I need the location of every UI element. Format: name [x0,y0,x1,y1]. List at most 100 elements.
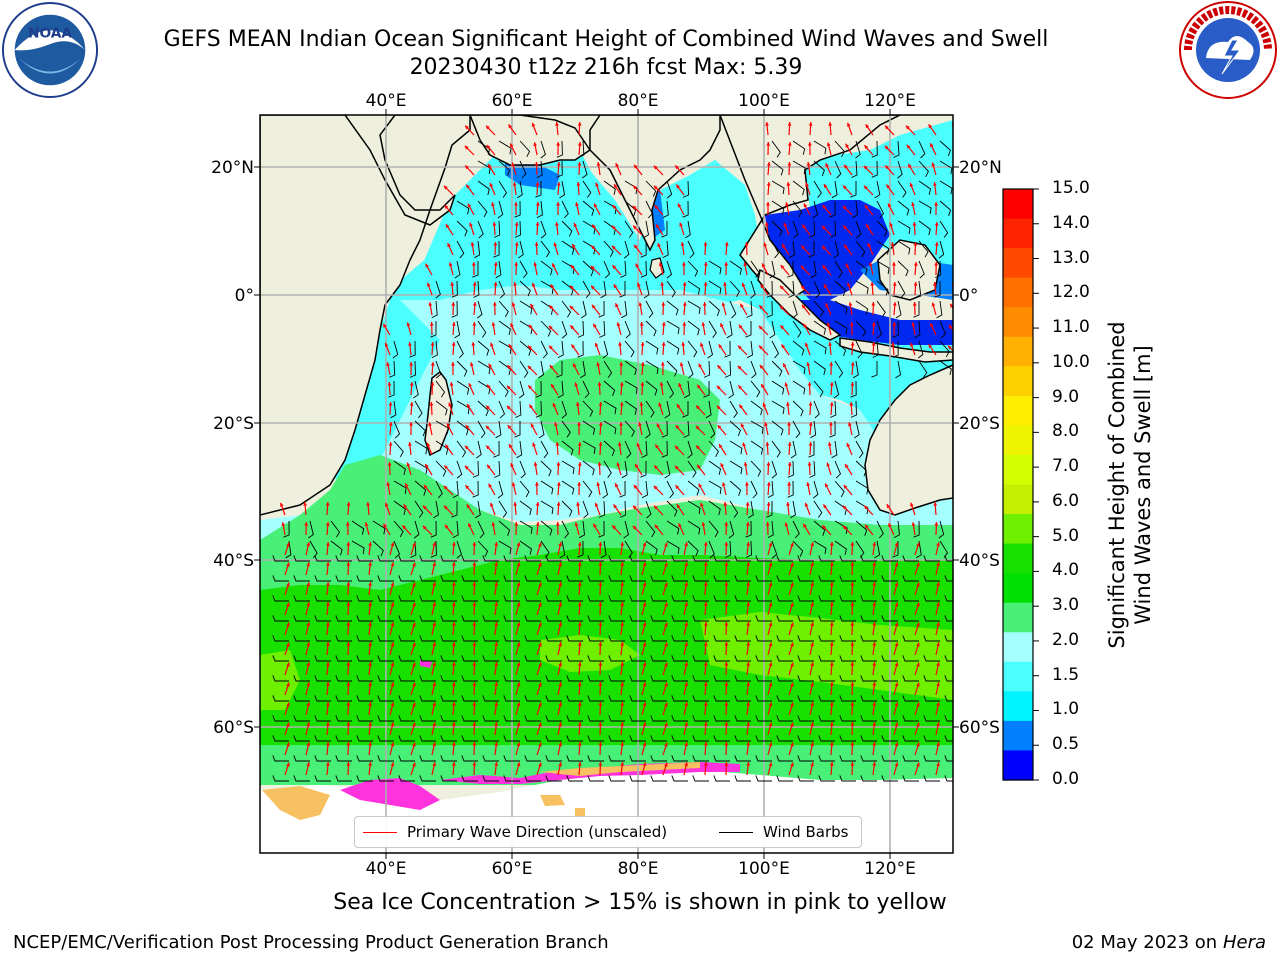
wind-barb [850,400,857,418]
wave-arrow-head [593,323,597,328]
colorbar-title-line1: Significant Height of Combined [1105,321,1129,649]
wind-barb [755,575,772,582]
wind-barb [473,280,480,298]
wave-arrow-head [570,325,575,330]
wave-arrow-head [494,702,499,706]
wind-barb [314,655,331,662]
wind-barb [692,775,709,782]
wave-arrow-head [573,363,577,368]
wave-arrow-head [577,562,582,566]
wave-arrow-head [429,322,434,326]
wind-barb [545,775,562,782]
wind-barb [755,755,772,762]
noaa-logo-text: NOAA [28,25,72,41]
wave-arrow-head [516,542,521,547]
wave-arrow-head [306,642,310,647]
wave-arrow-head [326,762,330,766]
wind-barb [629,555,646,562]
wind-barb [293,775,310,782]
wind-barb [917,340,924,359]
wave-arrow-head [577,442,582,446]
wind-barb [687,300,701,314]
wave-arrow-head [450,282,455,286]
wind-barb [608,755,625,762]
wind-barb [834,460,842,479]
wind-barb [477,520,485,539]
lon-label: 80°E [618,859,659,879]
wind-barb [398,775,415,782]
wind-barb [792,180,805,196]
wave-arrow-head [738,345,742,350]
wind-barb [902,635,919,642]
wind-barb [881,655,898,662]
wind-barb [834,160,842,179]
wind-barb [812,200,819,219]
wave-arrow-head [684,722,688,727]
wind-barb [392,340,399,359]
wind-barb [708,420,716,439]
wind-barb [935,260,942,278]
wind-barb [524,695,541,702]
wave-arrow-head [802,304,806,309]
wind-barb [624,420,635,438]
wave-arrow-head [956,202,960,206]
wave-arrow-head [934,262,938,266]
wind-barb [944,655,953,662]
noaa-logo: NOAA [1,1,99,99]
wave-arrow-head [829,762,834,766]
wind-barb [559,540,566,559]
wave-arrow-head [790,602,794,607]
wave-arrow-head [596,162,601,166]
wave-arrow-head [516,762,521,767]
wave-arrow-head [286,622,290,627]
wind-barb [666,320,680,335]
wind-barb [524,595,541,602]
wave-arrow-head [934,202,938,206]
wave-arrow-head [808,402,813,406]
wind-barb [377,575,394,582]
wind-barb [666,500,678,517]
lat-label: 20°N [211,158,254,178]
wave-arrow-head [765,522,770,526]
wind-barb [540,320,552,337]
wave-arrow-head [782,244,786,248]
wave-arrow-head [446,423,451,428]
wind-barb [566,715,583,722]
wind-barb [293,675,310,682]
wind-barb [414,400,423,419]
wave-arrow-head [703,562,708,566]
wave-arrow-head [516,662,521,667]
wind-barb [285,540,292,559]
wind-barb [579,360,586,379]
wind-barb [839,615,856,622]
wind-barb [855,300,869,315]
wind-barb [860,675,877,682]
wind-barb [314,775,331,782]
wind-barb [839,775,856,782]
wave-direction-arrow [957,742,958,755]
wave-direction-arrow [957,542,958,555]
wave-arrow-head [676,184,680,189]
wave-arrow-head [682,282,687,286]
wind-barb [645,360,659,375]
wave-arrow-head [486,405,490,410]
wind-barb [771,220,783,237]
wave-arrow-head [488,483,492,488]
wave-arrow-head [468,383,472,387]
wave-arrow-head [810,742,814,747]
wind-barb [577,320,584,338]
wave-arrow-head [451,662,456,666]
wave-arrow-head [492,222,497,226]
wind-barb [519,340,532,356]
wave-arrow-head [768,762,773,767]
wave-arrow-head [619,362,624,366]
wave-arrow-head [871,342,876,346]
wave-arrow-head [848,422,852,427]
wave-arrow-head [936,582,940,587]
wave-arrow-head [445,444,449,449]
sea-ice-pink-1 [340,778,440,810]
wave-arrow-head [281,522,286,526]
wave-arrow-head [472,702,477,706]
wave-arrow-head [577,662,582,666]
wind-barb [524,715,541,722]
